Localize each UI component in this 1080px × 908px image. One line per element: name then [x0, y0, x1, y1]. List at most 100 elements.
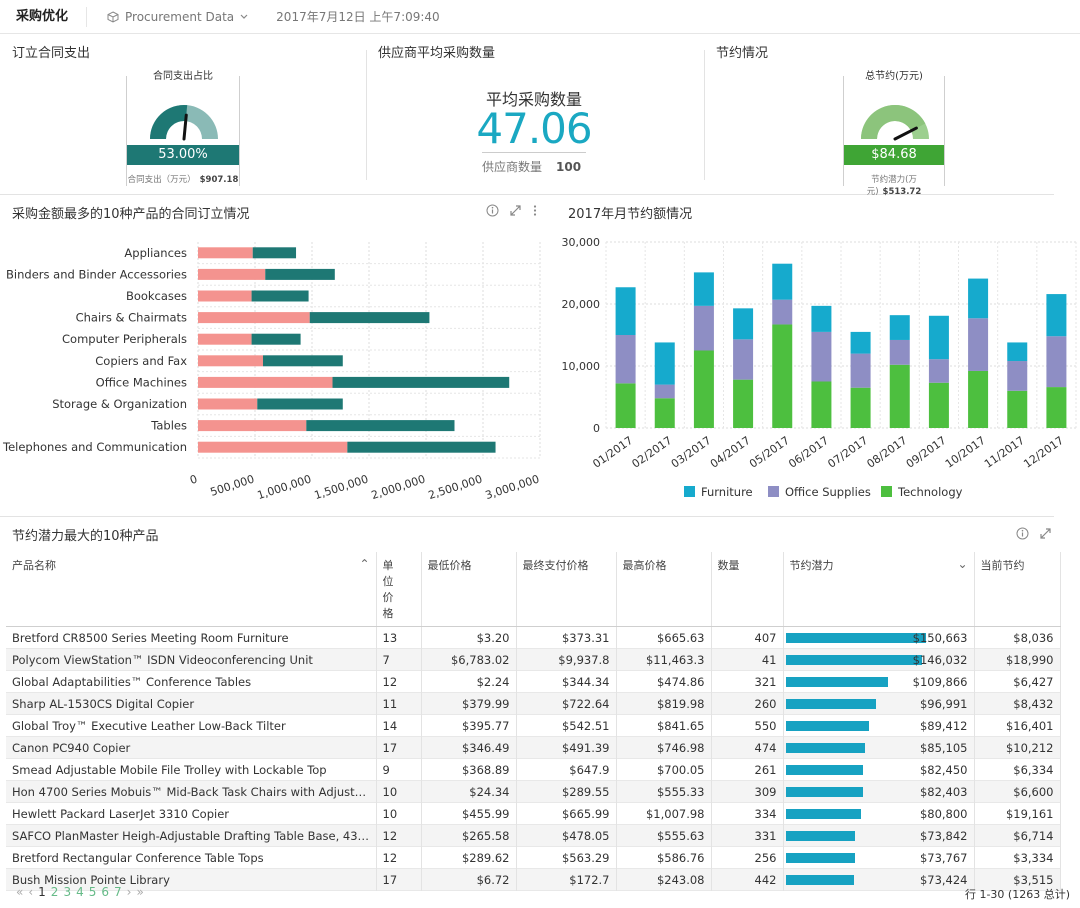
cell-current-savings: $6,600: [974, 780, 1061, 803]
cell-potential: $89,412: [783, 714, 975, 737]
gauge-title: 总节约(万元): [844, 71, 944, 83]
cell-potential: $109,866: [783, 670, 975, 693]
gauge-value: $84.68: [844, 145, 944, 165]
cell-current-savings: $6,714: [974, 824, 1061, 847]
cell-min-price: $395.77: [421, 714, 517, 737]
table-row[interactable]: Hon 4700 Series Mobuis™ Mid-Back Task Ch…: [6, 780, 1061, 803]
bar-segment: [733, 308, 754, 340]
sort-ascending-icon[interactable]: ⌃: [359, 557, 370, 571]
y-tick-label: 10,000: [562, 360, 601, 373]
contract-kpi-title: 订立合同支出: [12, 46, 91, 61]
potential-bar: [785, 853, 855, 863]
page-6[interactable]: 6: [101, 885, 109, 899]
cell-current-savings: $3,515: [974, 868, 1061, 891]
bar-segment: [928, 359, 949, 383]
monthly-savings-chart: 0 10,000 20,000 30,000 01/201702/201703/2017…: [562, 236, 1077, 499]
potential-value: $82,403: [919, 784, 968, 799]
table-row[interactable]: SAFCO PlanMaster Heigh-Adjustable Drafti…: [6, 824, 1061, 847]
bar-segment: [968, 318, 989, 371]
x-tick-label: 02/2017: [630, 434, 675, 471]
divider: [704, 50, 705, 180]
column-header-unit-price[interactable]: 单位价格: [376, 552, 422, 627]
y-tick-label: 0: [593, 422, 600, 435]
gauge-needle: [893, 126, 918, 141]
divider: [366, 50, 367, 180]
cell-unit-price: 13: [376, 626, 422, 649]
x-tick-label: 09/2017: [904, 434, 949, 471]
info-icon[interactable]: [1016, 527, 1029, 540]
sort-descending-icon[interactable]: ⌄: [957, 557, 968, 571]
table-row[interactable]: Global Troy™ Executive Leather Low-Back …: [6, 714, 1061, 737]
gauge-fill: [861, 105, 926, 139]
page-4[interactable]: 4: [76, 885, 84, 899]
column-header-label: 节约潜力: [789, 559, 834, 572]
page-5[interactable]: 5: [88, 885, 97, 899]
savings-gauge-card[interactable]: 总节约(万元) $84.68 节约潜力(万元) $513.72: [843, 71, 945, 197]
bar-segment: [693, 272, 714, 306]
table-row[interactable]: Bretford Rectangular Conference Table To…: [6, 846, 1061, 869]
column-header-current-savings[interactable]: 当前节约: [974, 552, 1061, 627]
x-tick-label: 500,000: [209, 472, 256, 498]
cell-final-price: $647.9: [516, 758, 617, 781]
potential-bar: [785, 677, 888, 687]
table-row[interactable]: Global Adaptabilities™ Conference Tables…: [6, 670, 1061, 693]
table-toolbar: [1016, 527, 1052, 540]
page-3[interactable]: 3: [63, 885, 72, 899]
cell-potential: $80,800: [783, 802, 975, 825]
expand-icon[interactable]: [1039, 527, 1052, 540]
cell-potential: $146,032: [783, 648, 975, 671]
cell-quantity: 334: [711, 802, 784, 825]
last-page-button[interactable]: »: [136, 885, 144, 899]
table-row[interactable]: Bush Mission Pointe Library 17 $6.72 $172.7…: [6, 868, 1061, 891]
table-row[interactable]: Canon PC940 Copier 17 $346.49 $491.39 $746.9…: [6, 736, 1061, 759]
more-vertical-icon[interactable]: [532, 204, 538, 217]
page-7[interactable]: 7: [114, 885, 122, 899]
app-title: 采购优化: [0, 6, 88, 27]
monthly-title: 2017年月节约额情况: [568, 207, 693, 222]
datasource-selector[interactable]: Procurement Data: [107, 10, 254, 24]
next-page-button[interactable]: ›: [126, 885, 132, 899]
cell-potential: $85,105: [783, 736, 975, 759]
category-label: Bookcases: [126, 289, 187, 303]
table-row[interactable]: Sharp AL-1530CS Digital Copier 11 $379.99 $…: [6, 692, 1061, 715]
bar-segment: [850, 353, 871, 388]
column-header-quantity[interactable]: 数量: [711, 552, 784, 627]
page-2[interactable]: 2: [50, 885, 59, 899]
info-icon[interactable]: [486, 204, 499, 217]
column-header-final-price[interactable]: 最终支付价格: [516, 552, 617, 627]
prev-page-button[interactable]: ‹: [28, 885, 34, 899]
table-row[interactable]: Smead Adjustable Mobile File Trolley wit…: [6, 758, 1061, 781]
first-page-button[interactable]: «: [16, 885, 24, 899]
cell-unit-price: 11: [376, 692, 422, 715]
potential-value: $96,991: [919, 696, 968, 711]
column-header-potential[interactable]: 节约潜力 ⌄: [783, 552, 975, 627]
cell-min-price: $455.99: [421, 802, 517, 825]
contract-gauge-card[interactable]: 合同支出占比 53.00% 合同支出（万元） $907.18: [126, 71, 240, 186]
potential-bar: [785, 699, 876, 709]
cell-final-price: $542.51: [516, 714, 617, 737]
category-label: Binders and Binder Accessories: [6, 267, 187, 281]
expand-icon[interactable]: [509, 204, 522, 217]
table-row[interactable]: Hewlett Packard LaserJet 3310 Copier 10 $4…: [6, 802, 1061, 825]
divider: [482, 152, 586, 153]
cell-quantity: 41: [711, 648, 784, 671]
bar-segment: [198, 441, 348, 453]
page-1[interactable]: 1: [38, 885, 46, 899]
bar-segment: [928, 315, 949, 360]
column-header-max-price[interactable]: 最高价格: [616, 552, 712, 627]
bar-segment: [198, 420, 307, 432]
table-row[interactable]: Polycom ViewStation™ ISDN Videoconferenc…: [6, 648, 1061, 671]
x-tick-label: 08/2017: [865, 434, 910, 471]
bar-segment: [198, 333, 252, 345]
cell-current-savings: $16,401: [974, 714, 1061, 737]
table-row[interactable]: Bretford CR8500 Series Meeting Room Furn…: [6, 626, 1061, 649]
cell-max-price: $586.76: [616, 846, 712, 869]
bar-segment: [811, 305, 832, 332]
bar-segment: [1046, 336, 1067, 388]
cell-unit-price: 17: [376, 868, 422, 891]
savings-gauge: [861, 105, 929, 141]
column-header-min-price[interactable]: 最低价格: [421, 552, 517, 627]
cell-current-savings: $8,432: [974, 692, 1061, 715]
column-header-product[interactable]: 产品名称 ⌃: [6, 552, 377, 627]
pagination: « ‹ 1 2 3 4 5 6 7 › »: [16, 885, 144, 899]
